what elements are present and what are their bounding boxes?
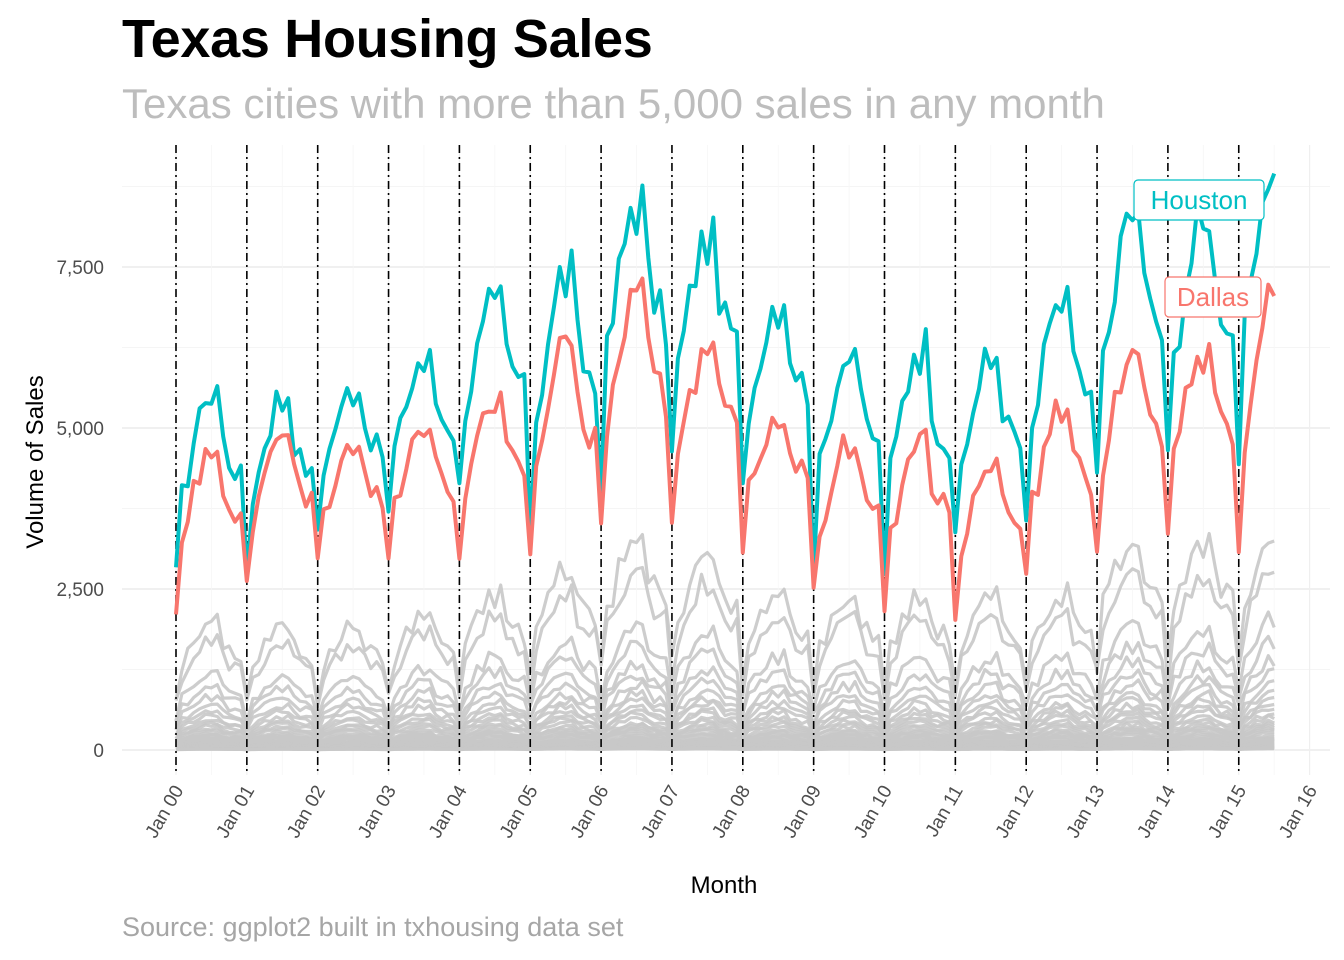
other-city-line	[174, 667, 1275, 735]
other-city-line	[175, 713, 1275, 744]
x-tick-label: Jan 06	[567, 782, 614, 842]
y-tick-label: 0	[93, 741, 104, 762]
series-labels: Houston Dallas	[1133, 179, 1265, 318]
x-axis-title: Month	[691, 872, 758, 899]
x-tick-label: Jan 14	[1134, 782, 1181, 842]
dallas-label: Dallas	[1177, 282, 1249, 312]
chart-caption: Source: ggplot2 built in txhousing data …	[122, 912, 624, 942]
dallas-line	[174, 276, 1276, 622]
other-city-line	[174, 695, 1275, 740]
other-city-line	[174, 678, 1275, 736]
x-tick-label: Jan 02	[283, 782, 330, 842]
highlighted-city-lines	[174, 172, 1277, 622]
x-tick-label: Jan 08	[708, 782, 755, 842]
x-tick-label: Jan 15	[1204, 782, 1251, 842]
x-tick-label: Jan 10	[850, 782, 897, 842]
chart-subtitle: Texas cities with more than 5,000 sales …	[122, 80, 1105, 127]
houston-line	[174, 172, 1277, 577]
other-city-line	[175, 747, 1275, 752]
other-city-line	[174, 565, 1275, 709]
x-tick-label: Jan 05	[496, 782, 543, 842]
houston-label-box	[1133, 179, 1265, 221]
x-tick-label: Jan 16	[1275, 782, 1322, 842]
chart-title: Texas Housing Sales	[122, 9, 653, 69]
year-marker-lines	[175, 145, 1240, 775]
x-tick-label: Jan 07	[638, 782, 685, 842]
x-tick-label: Jan 00	[142, 782, 189, 842]
other-city-line	[174, 634, 1276, 727]
other-city-line	[174, 610, 1276, 725]
y-axis-title: Volume of Sales	[22, 375, 49, 548]
houston-label: Houston	[1151, 185, 1248, 215]
x-tick-label: Jan 09	[779, 782, 826, 842]
dallas-label-box	[1164, 276, 1262, 318]
other-cities-lines	[174, 531, 1276, 752]
y-tick-label: 7,500	[56, 258, 104, 279]
x-tick-label: Jan 11	[922, 782, 968, 841]
x-tick-label: Jan 13	[1063, 782, 1110, 842]
x-tick-label: Jan 04	[425, 782, 472, 842]
other-city-line	[174, 531, 1275, 705]
other-city-line	[174, 701, 1275, 743]
x-tick-label: Jan 03	[354, 782, 401, 842]
other-city-line	[174, 654, 1276, 731]
y-tick-label: 5,000	[56, 419, 104, 440]
y-tick-label: 2,500	[56, 580, 104, 601]
x-tick-label: Jan 12	[992, 782, 1039, 842]
x-tick-label: Jan 01	[212, 782, 259, 842]
